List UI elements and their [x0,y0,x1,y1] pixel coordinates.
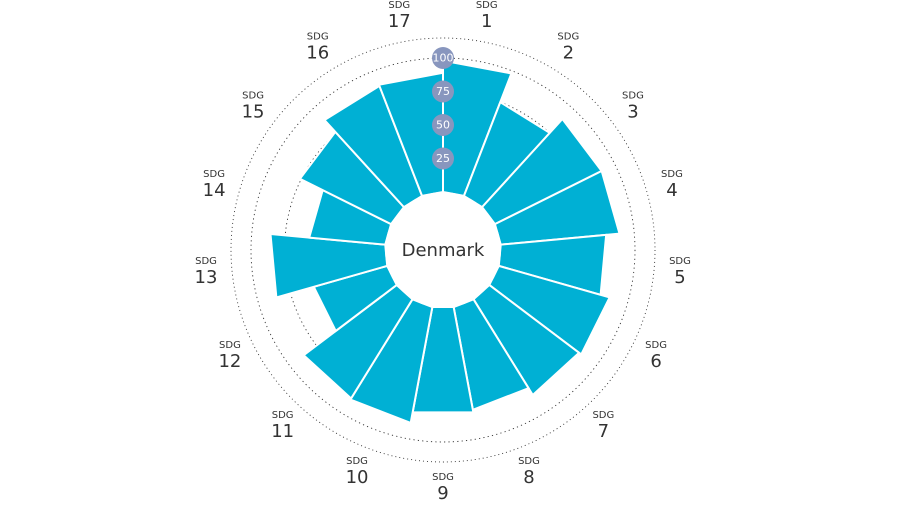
tick-badge-50 [432,114,454,136]
category-prefix: SDG [518,456,540,467]
category-number: 16 [306,43,329,64]
tick-label-50: 50 [436,119,450,132]
category-prefix: SDG [219,340,241,351]
category-number: 10 [346,467,369,488]
tick-badge-100 [432,47,454,69]
category-prefix: SDG [346,456,368,467]
bars-layer [269,59,621,425]
center-hole [385,192,501,308]
outer-boundary-ring [230,37,656,463]
center-label: Denmark [402,240,485,261]
category-number: 17 [388,11,411,32]
radial-ticks-layer: 25 50 75 100 [432,47,454,192]
tick-badge-25 [432,147,454,170]
category-prefix: SDG [432,472,454,483]
category-number: 12 [218,351,241,372]
tick-label-25: 25 [436,152,450,165]
category-prefix: SDG [272,410,294,421]
category-prefix: SDG [669,256,691,267]
category-number: 7 [598,421,609,442]
category-prefix: SDG [476,0,498,11]
category-prefix: SDG [388,0,410,11]
category-number: 4 [666,180,677,201]
category-prefix: SDG [622,91,644,102]
category-prefix: SDG [195,256,217,267]
category-prefix: SDG [557,32,579,43]
category-prefix: SDG [203,169,225,180]
category-number: 2 [563,43,574,64]
category-number: 1 [481,11,492,32]
category-number: 8 [523,467,534,488]
category-number: 3 [627,102,638,123]
category-number: 14 [203,180,226,201]
grid-ring-100 [250,57,636,443]
tick-label-100: 100 [433,52,454,65]
category-labels-layer: SDG1SDG2SDG3SDG4SDG5SDG6SDG7SDG8SDG9SDG1… [195,0,691,504]
category-number: 15 [242,102,265,123]
category-number: 13 [195,267,218,288]
category-number: 9 [437,483,448,504]
category-number: 5 [674,267,685,288]
category-prefix: SDG [645,340,667,351]
category-prefix: SDG [307,32,329,43]
tick-label-75: 75 [436,85,450,98]
tick-badge-75 [432,80,454,103]
category-prefix: SDG [242,91,264,102]
category-prefix: SDG [661,169,683,180]
category-prefix: SDG [592,410,614,421]
category-number: 11 [271,421,294,442]
category-number: 6 [650,351,661,372]
